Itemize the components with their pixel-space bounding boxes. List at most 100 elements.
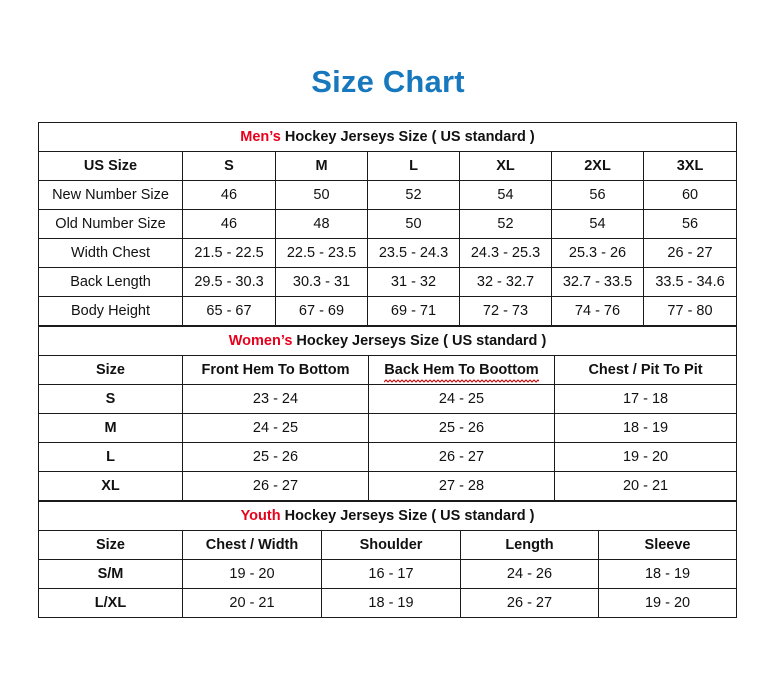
womens-cell-3-1: 27 - 28 bbox=[368, 471, 555, 501]
mens-cell-3-5: 33.5 - 34.6 bbox=[642, 267, 738, 297]
mens-column-header-3: L bbox=[367, 151, 460, 181]
mens-column-header-2: M bbox=[275, 151, 368, 181]
mens-cell-3-4: 32.7 - 33.5 bbox=[551, 267, 644, 297]
mens-row-label-3: Back Length bbox=[38, 267, 183, 297]
womens-cell-1-2: 18 - 19 bbox=[553, 413, 738, 443]
page-title: Size Chart bbox=[311, 64, 465, 99]
youth-column-header-1: Chest / Width bbox=[182, 530, 322, 560]
mens-cell-4-0: 65 - 67 bbox=[182, 296, 276, 326]
mens-cell-0-5: 60 bbox=[642, 180, 738, 210]
mens-size-table: Men’s Hockey Jerseys Size ( US standard … bbox=[37, 122, 738, 326]
mens-cell-0-4: 56 bbox=[551, 180, 644, 210]
womens-cell-3-2: 20 - 21 bbox=[553, 471, 738, 501]
womens-cell-1-1: 25 - 26 bbox=[368, 413, 555, 443]
table-header-row: US Size S M L XL 2XL 3XL bbox=[38, 151, 738, 181]
mens-cell-4-2: 69 - 71 bbox=[367, 296, 460, 326]
table-header-row: Size Front Hem To Bottom Back Hem To Boo… bbox=[38, 355, 738, 385]
mens-cell-1-3: 52 bbox=[459, 209, 552, 239]
youth-cell-0-0: 19 - 20 bbox=[182, 559, 322, 589]
youth-section-header: Youth Hockey Jerseys Size ( US standard … bbox=[37, 501, 738, 531]
table-section-header-row: Youth Hockey Jerseys Size ( US standard … bbox=[37, 501, 738, 531]
mens-column-header-1: S bbox=[182, 151, 276, 181]
youth-column-header-2: Shoulder bbox=[321, 530, 461, 560]
mens-cell-2-0: 21.5 - 22.5 bbox=[182, 238, 276, 268]
youth-column-header-4: Sleeve bbox=[597, 530, 738, 560]
youth-cell-1-2: 26 - 27 bbox=[460, 588, 599, 618]
mens-cell-3-3: 32 - 32.7 bbox=[459, 267, 552, 297]
table-row: New Number Size 46 50 52 54 56 60 bbox=[38, 180, 738, 210]
womens-header-keyword: Women’s bbox=[228, 333, 293, 349]
youth-header-rest: Hockey Jerseys Size ( US standard ) bbox=[280, 508, 535, 524]
mens-row-label-1: Old Number Size bbox=[38, 209, 183, 239]
womens-row-label-1: M bbox=[38, 413, 183, 443]
mens-cell-2-4: 25.3 - 26 bbox=[551, 238, 644, 268]
table-row: Back Length 29.5 - 30.3 30.3 - 31 31 - 3… bbox=[38, 267, 738, 297]
mens-row-label-2: Width Chest bbox=[38, 238, 183, 268]
womens-cell-2-2: 19 - 20 bbox=[553, 442, 738, 472]
mens-cell-3-0: 29.5 - 30.3 bbox=[182, 267, 276, 297]
mens-column-header-5: 2XL bbox=[551, 151, 644, 181]
youth-row-label-1: L/XL bbox=[38, 588, 183, 618]
womens-row-label-0: S bbox=[38, 384, 183, 414]
womens-column-header-1: Front Hem To Bottom bbox=[182, 355, 369, 385]
womens-row-label-2: L bbox=[38, 442, 183, 472]
mens-cell-1-1: 48 bbox=[275, 209, 368, 239]
mens-cell-2-1: 22.5 - 23.5 bbox=[275, 238, 368, 268]
mens-cell-2-2: 23.5 - 24.3 bbox=[367, 238, 460, 268]
womens-column-header-0: Size bbox=[38, 355, 183, 385]
mens-cell-2-3: 24.3 - 25.3 bbox=[459, 238, 552, 268]
mens-cell-0-0: 46 bbox=[182, 180, 276, 210]
mens-column-header-4: XL bbox=[459, 151, 552, 181]
table-row: M 24 - 25 25 - 26 18 - 19 bbox=[38, 413, 738, 443]
womens-cell-2-0: 25 - 26 bbox=[182, 442, 369, 472]
table-row: S 23 - 24 24 - 25 17 - 18 bbox=[38, 384, 738, 414]
mens-header-rest: Hockey Jerseys Size ( US standard ) bbox=[280, 129, 535, 145]
mens-column-header-6: 3XL bbox=[642, 151, 738, 181]
womens-header-rest: Hockey Jerseys Size ( US standard ) bbox=[292, 333, 547, 349]
womens-section-header: Women’s Hockey Jerseys Size ( US standar… bbox=[37, 326, 738, 356]
table-row: Body Height 65 - 67 67 - 69 69 - 71 72 -… bbox=[38, 296, 738, 326]
size-tables-container: Men’s Hockey Jerseys Size ( US standard … bbox=[37, 122, 738, 618]
mens-cell-4-5: 77 - 80 bbox=[642, 296, 738, 326]
youth-column-header-3: Length bbox=[460, 530, 599, 560]
womens-cell-3-0: 26 - 27 bbox=[182, 471, 369, 501]
mens-row-label-0: New Number Size bbox=[38, 180, 183, 210]
table-row: XL 26 - 27 27 - 28 20 - 21 bbox=[38, 471, 738, 501]
womens-cell-0-2: 17 - 18 bbox=[553, 384, 738, 414]
womens-cell-2-1: 26 - 27 bbox=[368, 442, 555, 472]
womens-cell-0-1: 24 - 25 bbox=[368, 384, 555, 414]
table-row: Width Chest 21.5 - 22.5 22.5 - 23.5 23.5… bbox=[38, 238, 738, 268]
table-row: S/M 19 - 20 16 - 17 24 - 26 18 - 19 bbox=[38, 559, 738, 589]
womens-column-header-3: Chest / Pit To Pit bbox=[553, 355, 738, 385]
mens-column-header-0: US Size bbox=[38, 151, 183, 181]
mens-header-keyword: Men’s bbox=[240, 129, 281, 145]
womens-column-header-2-text: Back Hem To Boottom bbox=[384, 362, 539, 378]
youth-column-header-0: Size bbox=[38, 530, 183, 560]
mens-cell-0-1: 50 bbox=[275, 180, 368, 210]
mens-row-label-4: Body Height bbox=[38, 296, 183, 326]
mens-cell-1-2: 50 bbox=[367, 209, 460, 239]
mens-cell-0-3: 54 bbox=[459, 180, 552, 210]
youth-cell-0-2: 24 - 26 bbox=[460, 559, 599, 589]
mens-cell-1-4: 54 bbox=[551, 209, 644, 239]
table-header-row: Size Chest / Width Shoulder Length Sleev… bbox=[38, 530, 738, 560]
table-section-header-row: Women’s Hockey Jerseys Size ( US standar… bbox=[37, 326, 738, 356]
table-row: L 25 - 26 26 - 27 19 - 20 bbox=[38, 442, 738, 472]
mens-cell-4-3: 72 - 73 bbox=[459, 296, 552, 326]
youth-header-keyword: Youth bbox=[240, 508, 281, 524]
mens-cell-1-5: 56 bbox=[642, 209, 738, 239]
mens-section-header: Men’s Hockey Jerseys Size ( US standard … bbox=[37, 122, 738, 152]
womens-cell-1-0: 24 - 25 bbox=[182, 413, 369, 443]
youth-size-table: Youth Hockey Jerseys Size ( US standard … bbox=[37, 501, 738, 618]
womens-cell-0-0: 23 - 24 bbox=[182, 384, 369, 414]
table-row: L/XL 20 - 21 18 - 19 26 - 27 19 - 20 bbox=[38, 588, 738, 618]
youth-cell-0-3: 18 - 19 bbox=[597, 559, 738, 589]
womens-column-header-2: Back Hem To Boottom bbox=[368, 355, 555, 385]
youth-cell-1-3: 19 - 20 bbox=[597, 588, 738, 618]
mens-cell-2-5: 26 - 27 bbox=[642, 238, 738, 268]
misspelled-column-header: Back Hem To Boottom bbox=[384, 356, 539, 384]
mens-cell-0-2: 52 bbox=[367, 180, 460, 210]
womens-row-label-3: XL bbox=[38, 471, 183, 501]
womens-size-table: Women’s Hockey Jerseys Size ( US standar… bbox=[37, 326, 738, 501]
